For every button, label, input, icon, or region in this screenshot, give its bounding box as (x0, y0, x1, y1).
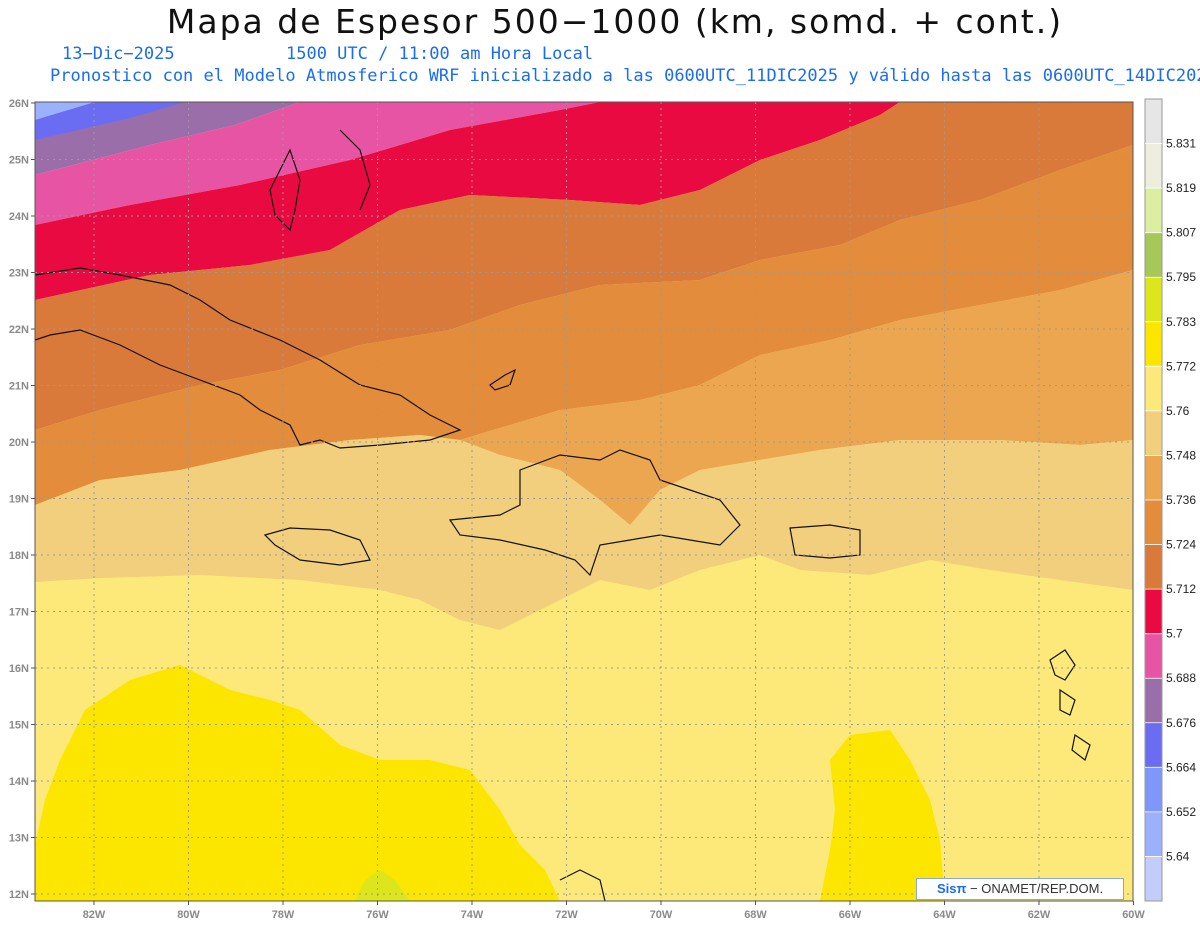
colorbar-label: 5.64 (1166, 849, 1190, 863)
lat-tick-label: 17N (9, 607, 29, 619)
colorbar-label: 5.819 (1166, 181, 1196, 195)
south-america-coast (559, 869, 606, 901)
colorbar-swatch (1145, 410, 1162, 456)
colorbar: 5.64 5.652 5.664 5.676 5.688 5.7 5.712 5.724 5.7… (1144, 98, 1196, 902)
forecast-description: Pronostico con el Modelo Atmosferico WRF… (50, 66, 1200, 86)
forecast-date: 13−Dic−2025 (62, 44, 175, 64)
lon-tick-label: 72W (555, 909, 578, 921)
martinique-coast (1071, 734, 1091, 761)
lat-tick-label: 24N (9, 211, 29, 223)
colorbar-swatch (1145, 767, 1162, 812)
colorbar-swatch (1145, 366, 1162, 411)
colorbar-swatch (1145, 277, 1162, 322)
colorbar-label: 5.783 (1166, 315, 1196, 329)
lat-tick-label: 25N (9, 155, 29, 167)
colorbar-label: 5.652 (1166, 805, 1196, 819)
lat-tick-label: 21N (9, 381, 29, 393)
band-5783-yellow-east (820, 730, 945, 901)
colorbar-swatch (1145, 455, 1162, 500)
colorbar-swatch (1145, 678, 1162, 723)
colorbar-label: 5.748 (1166, 448, 1196, 462)
lon-tick-label: 80W (177, 909, 200, 921)
lon-tick-label: 62W (1028, 909, 1051, 921)
island-north (489, 368, 517, 391)
dominica-coast (1059, 688, 1076, 716)
lat-tick-label: 14N (9, 776, 29, 788)
colorbar-label: 5.807 (1166, 226, 1196, 240)
credit-text: − ONAMET/REP.DOM. (966, 881, 1104, 896)
colorbar-swatch (1145, 99, 1162, 144)
band-5700-pink (35, 102, 600, 225)
colorbar-label: 5.736 (1166, 493, 1196, 507)
grid-lines (35, 102, 1133, 901)
lon-tick-label: 70W (650, 909, 673, 921)
band-5664-lightblue (35, 102, 95, 120)
lon-tick-label: 64W (933, 909, 956, 921)
colorbar-swatch (1145, 188, 1162, 233)
band-5748-lightorange (460, 270, 1133, 525)
band-5724-darkorange (35, 102, 1133, 430)
band-5795-green-spot (355, 870, 410, 901)
jamaica-coast (263, 527, 371, 566)
lon-tick-label: 76W (366, 909, 389, 921)
colorbar-swatch (1145, 856, 1162, 901)
colorbar-label: 5.831 (1166, 137, 1196, 151)
band-5783-yellow-west (35, 665, 560, 901)
longitude-axis: 82W 80W 78W 76W 74W 72W 70W 68W 66W 64W 62W 60W (83, 901, 1145, 921)
lat-tick-label: 20N (9, 437, 29, 449)
colorbar-swatch (1145, 633, 1162, 679)
band-5676-blue (35, 102, 185, 140)
coastlines (35, 129, 1091, 901)
lat-tick-label: 12N (9, 889, 29, 901)
colorbar-swatch (1145, 811, 1162, 857)
lon-tick-label: 74W (461, 909, 484, 921)
colorbar-swatch (1145, 544, 1162, 590)
sispi-logo-text: Sisπ (936, 881, 967, 896)
colorbar-swatch (1145, 722, 1162, 768)
band-5712-red (35, 102, 900, 300)
colorbar-swatch (1145, 232, 1162, 278)
forecast-time: 1500 UTC / 11:00 am Hora Local (286, 44, 594, 64)
band-5736-orange (35, 145, 1133, 505)
bahamas-coast (339, 129, 371, 211)
lat-tick-label: 15N (9, 720, 29, 732)
lat-tick-label: 16N (9, 663, 29, 675)
colorbar-label: 5.724 (1166, 538, 1196, 552)
latitude-axis: 26N 25N 24N 23N 22N 21N 20N 19N 18N 17N 16N 15N 14N 1… (9, 98, 35, 901)
florida-coast (269, 148, 301, 232)
lat-tick-label: 13N (9, 833, 29, 845)
colorbar-swatch (1145, 143, 1162, 189)
colorbar-label: 5.712 (1166, 582, 1196, 596)
colorbar-label: 5.664 (1166, 760, 1196, 774)
colorbar-label: 5.7 (1166, 627, 1183, 641)
colorbar-label: 5.76 (1166, 404, 1190, 418)
lat-tick-label: 18N (9, 550, 29, 562)
hispaniola-coast (448, 449, 741, 577)
band-5760-tan (35, 435, 1133, 630)
cuba-coast (35, 267, 462, 449)
lon-tick-label: 68W (744, 909, 767, 921)
lat-tick-label: 23N (9, 268, 29, 280)
map-title: Mapa de Espesor 500−1000 (km, somd. + co… (166, 2, 1064, 41)
colorbar-swatch (1145, 589, 1162, 634)
lon-tick-label: 60W (1122, 909, 1145, 921)
credit-box: Sisπ − ONAMET/REP.DOM. (916, 878, 1124, 900)
lat-tick-label: 22N (9, 324, 29, 336)
thickness-fill-bands (35, 102, 1133, 901)
colorbar-label: 5.795 (1166, 270, 1196, 284)
colorbar-swatch (1145, 321, 1162, 367)
lon-tick-label: 78W (272, 909, 295, 921)
colorbar-label: 5.772 (1166, 359, 1196, 373)
puerto-rico-coast (789, 524, 861, 559)
colorbar-swatch (1145, 500, 1162, 545)
colorbar-label: 5.688 (1166, 671, 1196, 685)
colorbar-label: 5.676 (1166, 716, 1196, 730)
lon-tick-label: 66W (839, 909, 862, 921)
lat-tick-label: 26N (9, 98, 29, 110)
guadeloupe-coast (1049, 649, 1076, 681)
lat-tick-label: 19N (9, 494, 29, 506)
lon-tick-label: 82W (83, 909, 106, 921)
map-frame (34, 101, 1134, 902)
